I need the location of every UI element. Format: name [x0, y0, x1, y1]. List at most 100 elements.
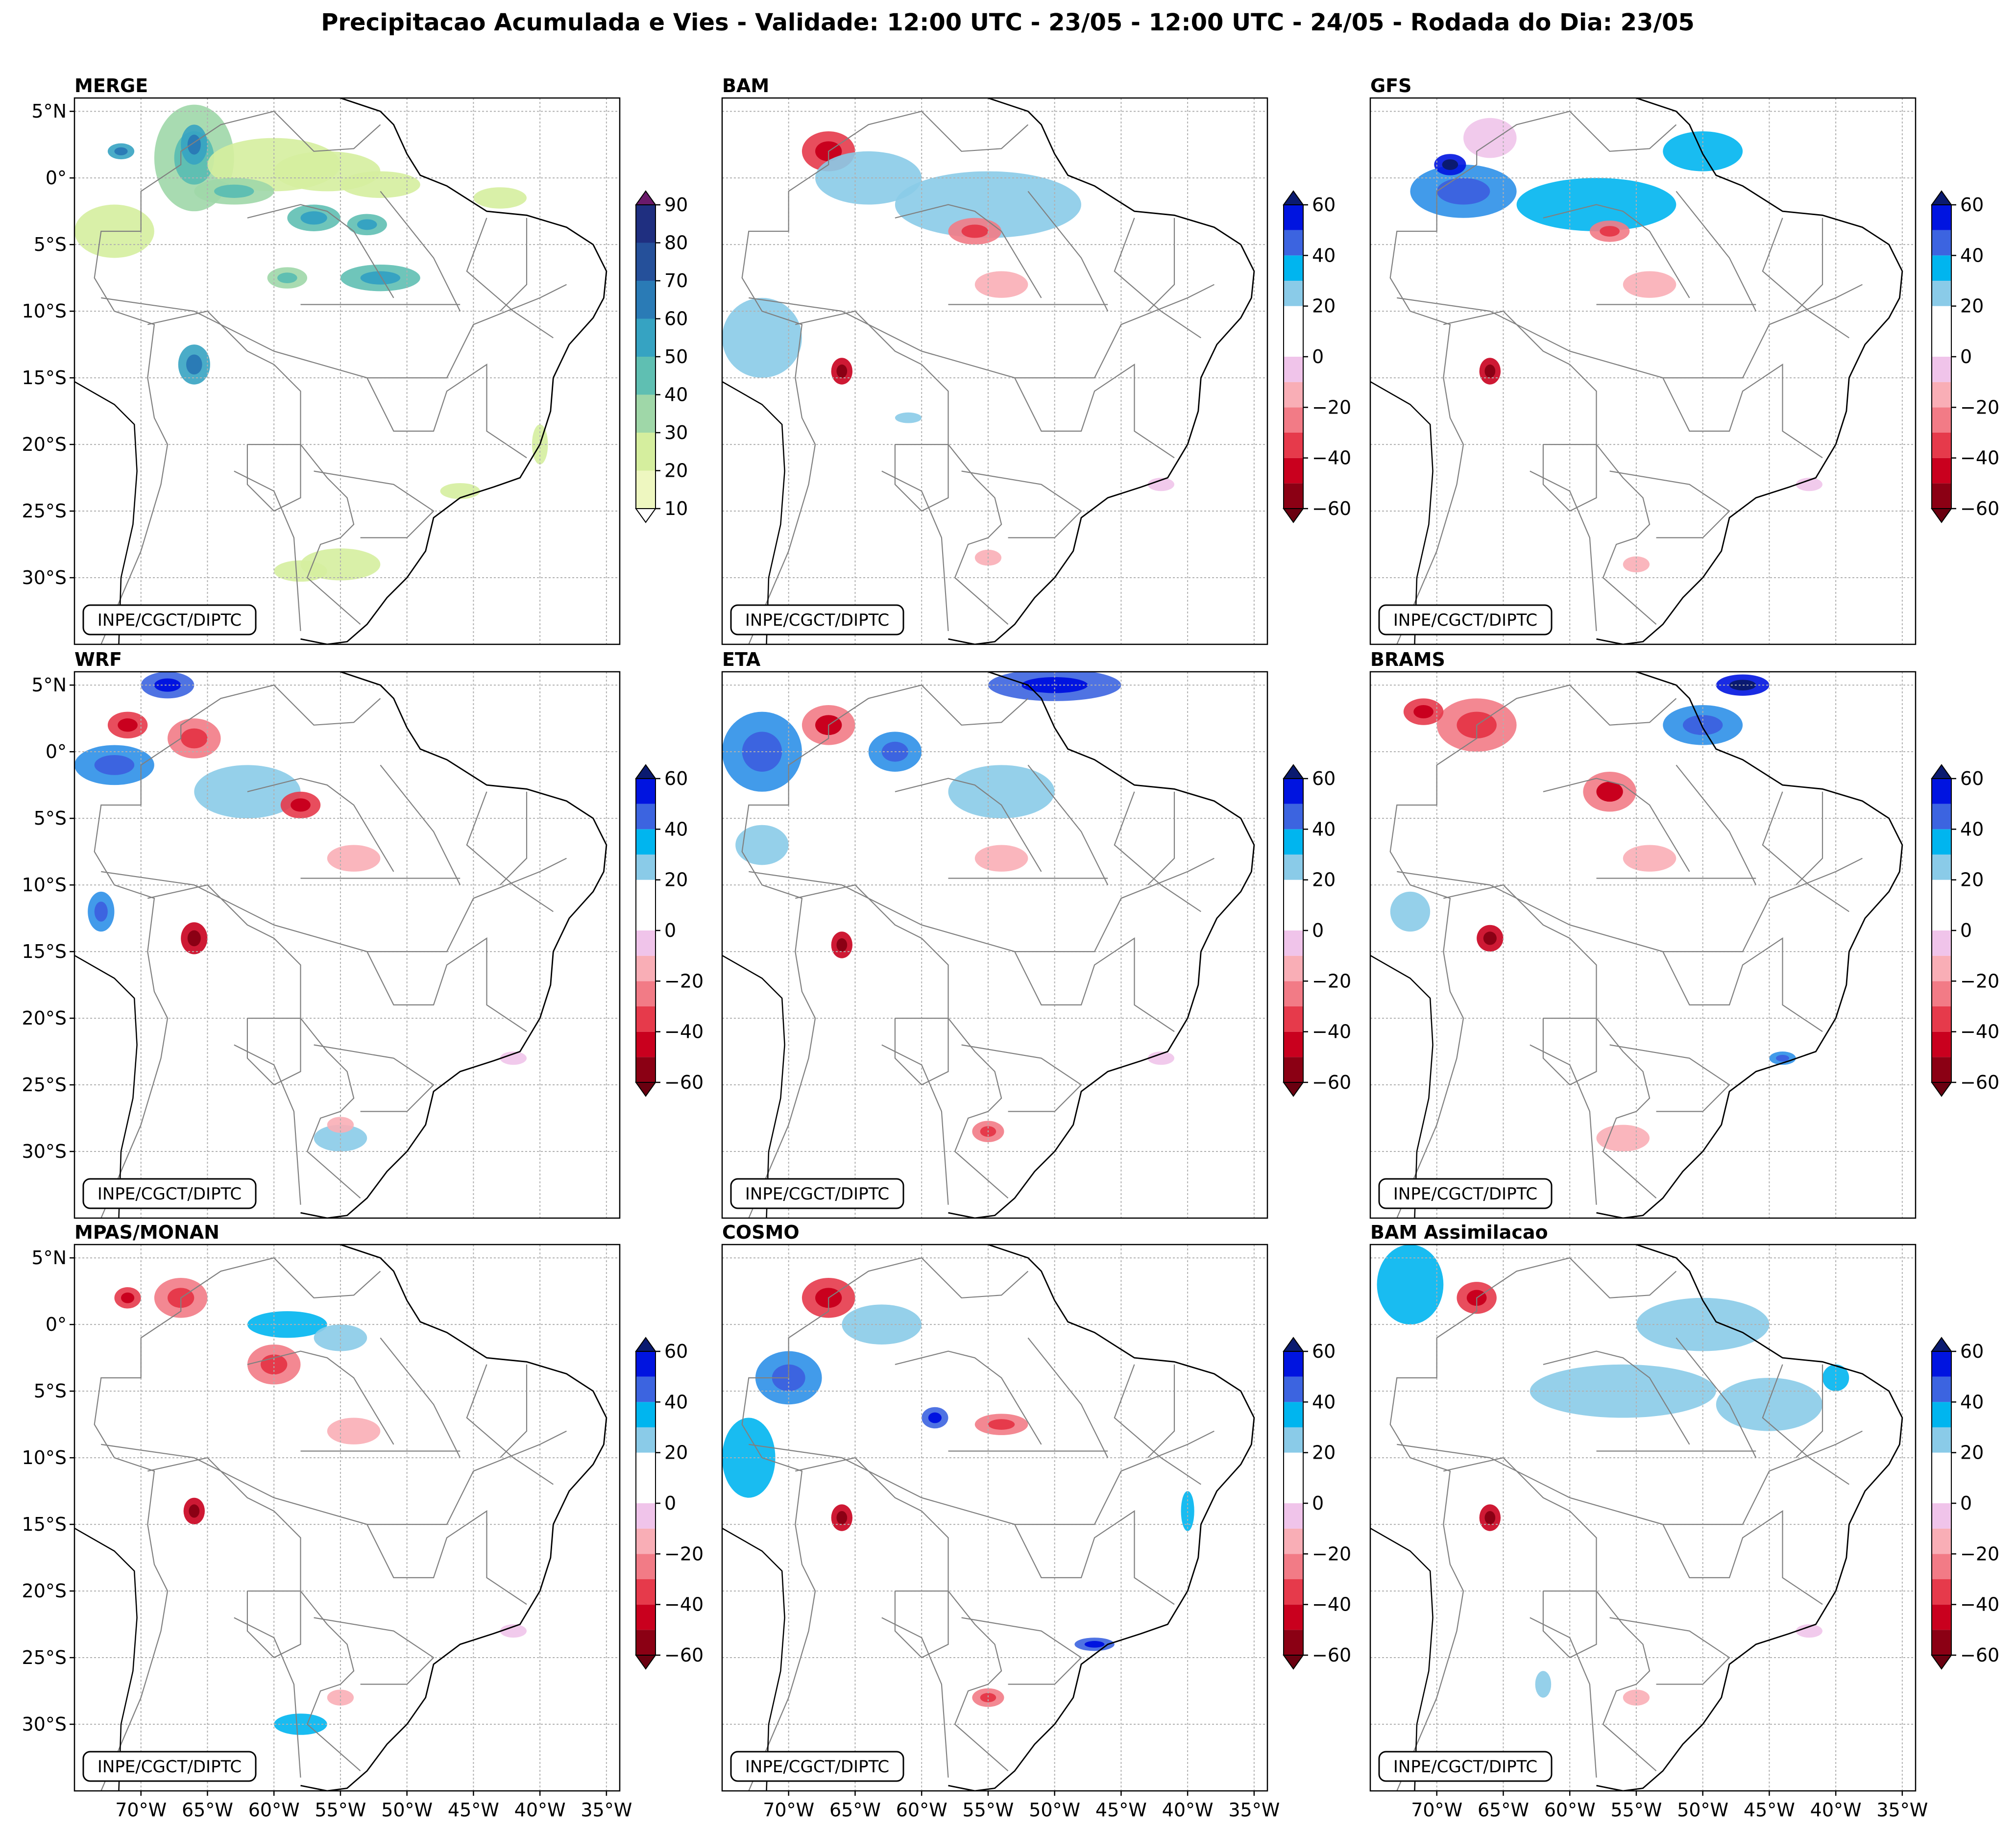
colorbar-segment	[1284, 930, 1303, 956]
colorbar-extend-max	[635, 190, 656, 205]
state-border	[1397, 284, 1863, 379]
state-border	[1389, 1257, 1677, 1791]
colorbar-tick-label: 20	[664, 460, 688, 482]
colorbar-segment	[636, 1351, 656, 1377]
lat-tick-label: 5°N	[31, 100, 67, 122]
colorbar-segment	[1932, 230, 1951, 256]
lat-tick-label: 0°	[46, 741, 67, 762]
lat-tick-label: 20°S	[22, 434, 67, 455]
colorbar-segment	[1284, 955, 1303, 981]
colorbar-segment	[636, 930, 656, 956]
state-border	[1147, 1364, 1175, 1458]
colorbar-tick-label: 20	[1960, 869, 1984, 891]
field-patch	[1822, 1364, 1849, 1392]
state-border	[1147, 218, 1175, 312]
state-border	[234, 470, 301, 631]
coastline	[948, 98, 1255, 644]
lon-tick-label: 35°W	[1876, 1799, 1928, 1821]
lat-tick-label: 0°	[46, 1314, 67, 1335]
field-patch	[1377, 1245, 1444, 1325]
state-border	[1676, 191, 1757, 312]
credit-label: INPE/CGCT/DIPTC	[1393, 1184, 1537, 1204]
field-patch	[440, 483, 480, 499]
lon-tick-label: 50°W	[1029, 1799, 1080, 1821]
lat-tick-label: 25°S	[22, 1647, 67, 1668]
colorbar-segment	[1284, 255, 1303, 281]
state-border	[1397, 1430, 1863, 1525]
state-border	[499, 218, 528, 312]
lon-tick-label: 65°W	[1478, 1799, 1529, 1821]
colorbar-segment	[1932, 357, 1951, 382]
colorbar-segment	[636, 394, 656, 433]
colorbar-tick-label: 20	[1312, 295, 1336, 317]
colorbar-tick-label: 60	[1312, 194, 1336, 216]
field-patch	[1147, 1051, 1174, 1065]
colorbar-segment	[636, 905, 656, 930]
field-core	[1413, 705, 1433, 719]
colorbar-segment	[1932, 433, 1951, 458]
colorbar-extend-max	[1283, 764, 1304, 779]
state-border	[1662, 937, 1823, 1032]
map-content	[1370, 672, 1916, 1218]
panel-title: BAM	[722, 75, 769, 97]
colorbar-tick-label: 70	[664, 270, 688, 292]
colorbar-segment	[1284, 458, 1303, 484]
state-border	[1027, 1337, 1109, 1458]
colorbar-tick-label: −40	[1312, 447, 1351, 469]
field-patch	[1623, 556, 1650, 573]
map-content	[74, 98, 620, 644]
state-border	[466, 1364, 554, 1485]
panels-grid: MERGE 5°N 0° 5°S 10°S 15°S 20°S 25°S 30°S INPE/CG…	[22, 75, 2000, 1821]
state-border	[1543, 1350, 1690, 1445]
west-coastline	[1370, 954, 1433, 1218]
lon-tick-label: 70°W	[1411, 1799, 1462, 1821]
colorbar: −60 −40 −20 0 20 40 60	[635, 1337, 704, 1670]
credit-label: INPE/CGCT/DIPTC	[97, 611, 242, 630]
lon-tick-label: 40°W	[1810, 1799, 1862, 1821]
state-border	[1530, 1617, 1597, 1778]
colorbar-tick-label: 40	[1312, 245, 1336, 266]
colorbar-segment	[1932, 855, 1951, 880]
state-border	[1676, 764, 1757, 885]
credit-box	[1378, 1178, 1553, 1209]
colorbar-tick-label: −40	[1960, 1021, 1999, 1043]
lat-tick-label: 15°S	[22, 1514, 67, 1535]
colorbar-tick-label: −60	[1312, 1072, 1351, 1093]
field-core	[1596, 782, 1623, 802]
figure-title: Precipitacao Acumulada e Vies - Validade…	[321, 9, 1695, 36]
colorbar-tick-label: 0	[1960, 920, 1972, 941]
state-border	[1014, 1510, 1175, 1605]
state-border	[795, 310, 1009, 625]
field-patch	[948, 765, 1055, 819]
colorbar-tick-label: 0	[664, 1492, 676, 1514]
colorbar-tick-label: −60	[1960, 1644, 1999, 1666]
colorbar-tick-label: 20	[664, 869, 688, 891]
lon-tick-label: 60°W	[896, 1799, 947, 1821]
colorbar-tick-label: −20	[1312, 1543, 1351, 1565]
colorbar-tick-label: 20	[1960, 295, 1984, 317]
panel-brams: BRAMS INPE/CGCT/DIPTC −60 −40 −20 0 20 40 60	[1369, 649, 1999, 1219]
panel-title: WRF	[74, 649, 122, 670]
colorbar-extend-min	[635, 508, 656, 523]
state-border	[234, 1617, 301, 1778]
field-core	[1484, 1511, 1496, 1525]
state-border	[366, 937, 527, 1032]
state-border	[380, 1337, 461, 1458]
state-border	[147, 1457, 361, 1772]
colorbar-segment	[1284, 1351, 1303, 1377]
colorbar-tick-label: −20	[664, 1543, 704, 1565]
state-border	[1114, 791, 1201, 912]
field-patch	[340, 171, 420, 198]
colorbar-tick-label: 40	[664, 1391, 688, 1413]
field-core	[277, 272, 297, 284]
state-border	[881, 1617, 949, 1778]
colorbar-segment	[636, 1452, 656, 1478]
coastline	[1596, 1245, 1903, 1791]
colorbar-tick-label: 40	[1312, 818, 1336, 840]
field-core	[118, 718, 138, 732]
coastline	[1596, 672, 1903, 1218]
colorbar-segment	[1932, 1630, 1951, 1655]
lon-tick-label: 55°W	[962, 1799, 1014, 1821]
colorbar-tick-label: −60	[664, 1072, 704, 1093]
lon-tick-label: 35°W	[581, 1799, 632, 1821]
